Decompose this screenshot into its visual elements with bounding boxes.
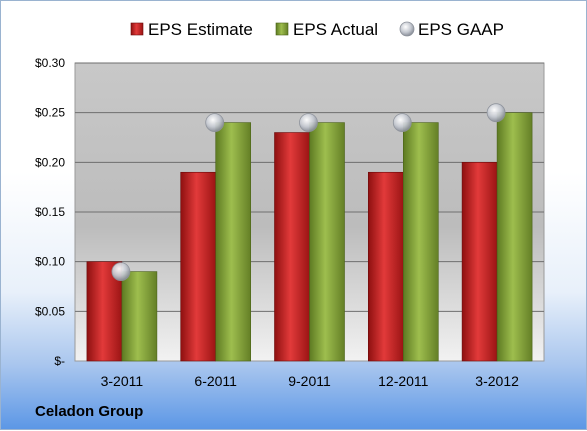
marker-eps-gaap xyxy=(486,103,506,123)
legend-label: EPS Actual xyxy=(293,20,378,39)
y-tick-label: $0.30 xyxy=(35,56,65,70)
legend-swatch xyxy=(275,22,289,36)
marker-eps-gaap xyxy=(111,262,131,282)
bar-eps-estimate xyxy=(274,132,310,362)
x-tick-label: 3-2012 xyxy=(475,373,519,389)
y-tick-label: $0.05 xyxy=(35,304,65,318)
bar-eps-estimate xyxy=(367,171,404,362)
y-tick-label: $0.15 xyxy=(35,205,65,219)
bar-eps-estimate xyxy=(180,171,216,362)
legend-swatch xyxy=(130,22,144,36)
legend-label: EPS GAAP xyxy=(418,20,504,39)
bar-eps-actual xyxy=(215,122,251,362)
legend-label: EPS Estimate xyxy=(148,20,253,39)
legend-swatch xyxy=(399,21,415,37)
bar-eps-actual xyxy=(309,122,345,362)
x-tick-label: 3-2011 xyxy=(101,373,144,389)
x-tick-label: 9-2011 xyxy=(288,373,331,389)
x-tick-label: 12-2011 xyxy=(378,373,429,389)
marker-eps-gaap xyxy=(205,113,225,132)
bar-eps-actual xyxy=(121,271,158,362)
marker-eps-gaap xyxy=(299,113,318,132)
y-tick-label: $0.10 xyxy=(35,255,65,269)
y-tick-label: $0.20 xyxy=(35,155,65,169)
bar-eps-actual xyxy=(402,122,439,362)
y-tick-label: $- xyxy=(54,354,65,368)
y-tick-label: $0.25 xyxy=(35,106,65,120)
x-tick-label: 6-2011 xyxy=(194,373,237,389)
company-name: Celadon Group xyxy=(35,403,144,420)
bar-eps-actual xyxy=(496,112,533,362)
marker-eps-gaap xyxy=(392,113,412,132)
bar-eps-estimate xyxy=(461,162,498,362)
